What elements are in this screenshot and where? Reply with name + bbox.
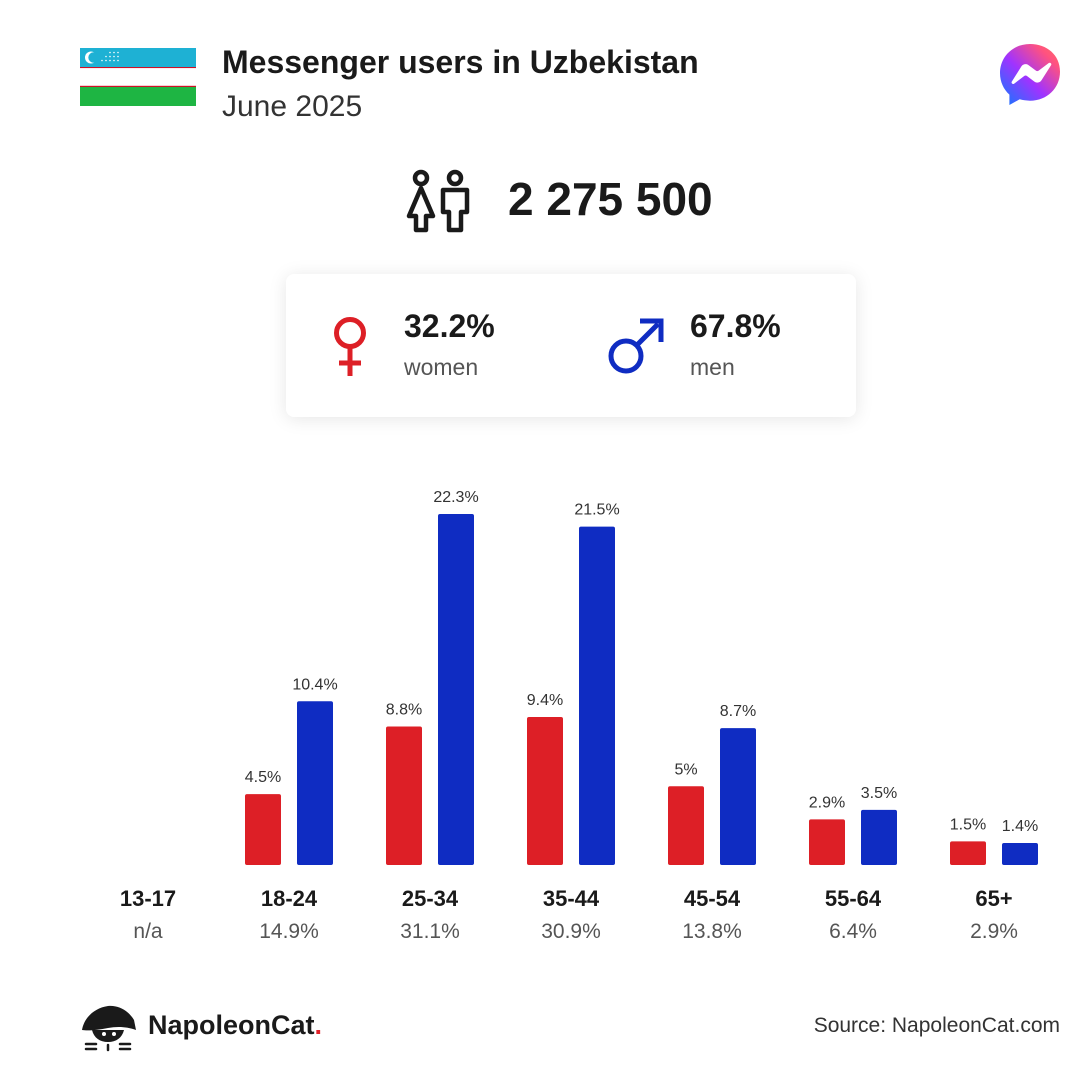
bar-men-55-64 [861,809,897,865]
female-symbol-icon [334,317,366,376]
data-label-women-25-34: 8.8% [386,701,422,718]
brand-name: NapoleonCat. [148,1010,322,1041]
messenger-icon [1000,44,1060,105]
category-total-13-17: n/a [133,920,163,943]
male-symbol-icon [608,318,664,374]
gender-card: 32.2% women 67.8% men [286,274,856,417]
men-label: men [690,354,735,380]
data-label-men-65+: 1.4% [1002,818,1038,835]
bar-men-25-34 [438,514,474,865]
category-total-35-44: 30.9% [541,920,601,943]
category-label-65+: 65+ [975,886,1012,911]
category-total-45-54: 13.8% [682,920,742,943]
data-label-women-35-44: 9.4% [527,692,563,709]
bar-men-45-54 [720,728,756,865]
bar-women-35-44 [527,717,563,865]
users-icon [406,169,470,233]
bar-men-35-44 [579,526,615,865]
page-title: Messenger users in Uzbekistan [222,44,699,80]
category-label-35-44: 35-44 [543,886,600,911]
women-label: women [404,354,479,380]
data-label-men-35-44: 21.5% [574,502,619,519]
page-subtitle: June 2025 [222,90,363,123]
bar-women-25-34 [386,726,422,865]
data-label-men-45-54: 8.7% [720,703,756,720]
category-total-18-24: 14.9% [259,920,319,943]
bar-women-55-64 [809,819,845,865]
napoleoncat-logo-icon [82,1005,136,1052]
brand-text: NapoleonCat [148,1010,315,1040]
category-total-65+: 2.9% [970,920,1018,943]
women-percentage: 32.2% [404,308,495,344]
data-label-women-55-64: 2.9% [809,794,845,811]
data-label-men-25-34: 22.3% [433,489,478,506]
data-label-men-18-24: 10.4% [292,676,337,693]
uzbekistan-flag-icon [80,48,196,106]
data-label-women-45-54: 5% [674,761,697,778]
bar-women-18-24 [245,794,281,865]
bar-women-65+ [950,841,986,865]
category-label-25-34: 25-34 [402,886,459,911]
category-total-55-64: 6.4% [829,920,877,943]
data-label-men-55-64: 3.5% [861,785,897,802]
category-label-45-54: 45-54 [684,886,741,911]
category-label-55-64: 55-64 [825,886,882,911]
category-label-18-24: 18-24 [261,886,318,911]
category-total-25-34: 31.1% [400,920,460,943]
total-users-value: 2 275 500 [508,173,713,225]
source-credit: Source: NapoleonCat.com [813,1014,1060,1037]
data-label-women-18-24: 4.5% [245,769,281,786]
bar-women-45-54 [668,786,704,865]
bar-men-18-24 [297,701,333,865]
category-label-13-17: 13-17 [120,886,176,911]
brand-dot: . [314,1010,323,1040]
bar-men-65+ [1002,842,1038,865]
age-gender-bar-chart: 13-17 n/a 4.5% 10.4% 18-24 14.9% 8.8% 22.3% 25-3… [120,489,1038,943]
men-percentage: 67.8% [690,308,781,344]
data-label-women-65+: 1.5% [950,816,986,833]
